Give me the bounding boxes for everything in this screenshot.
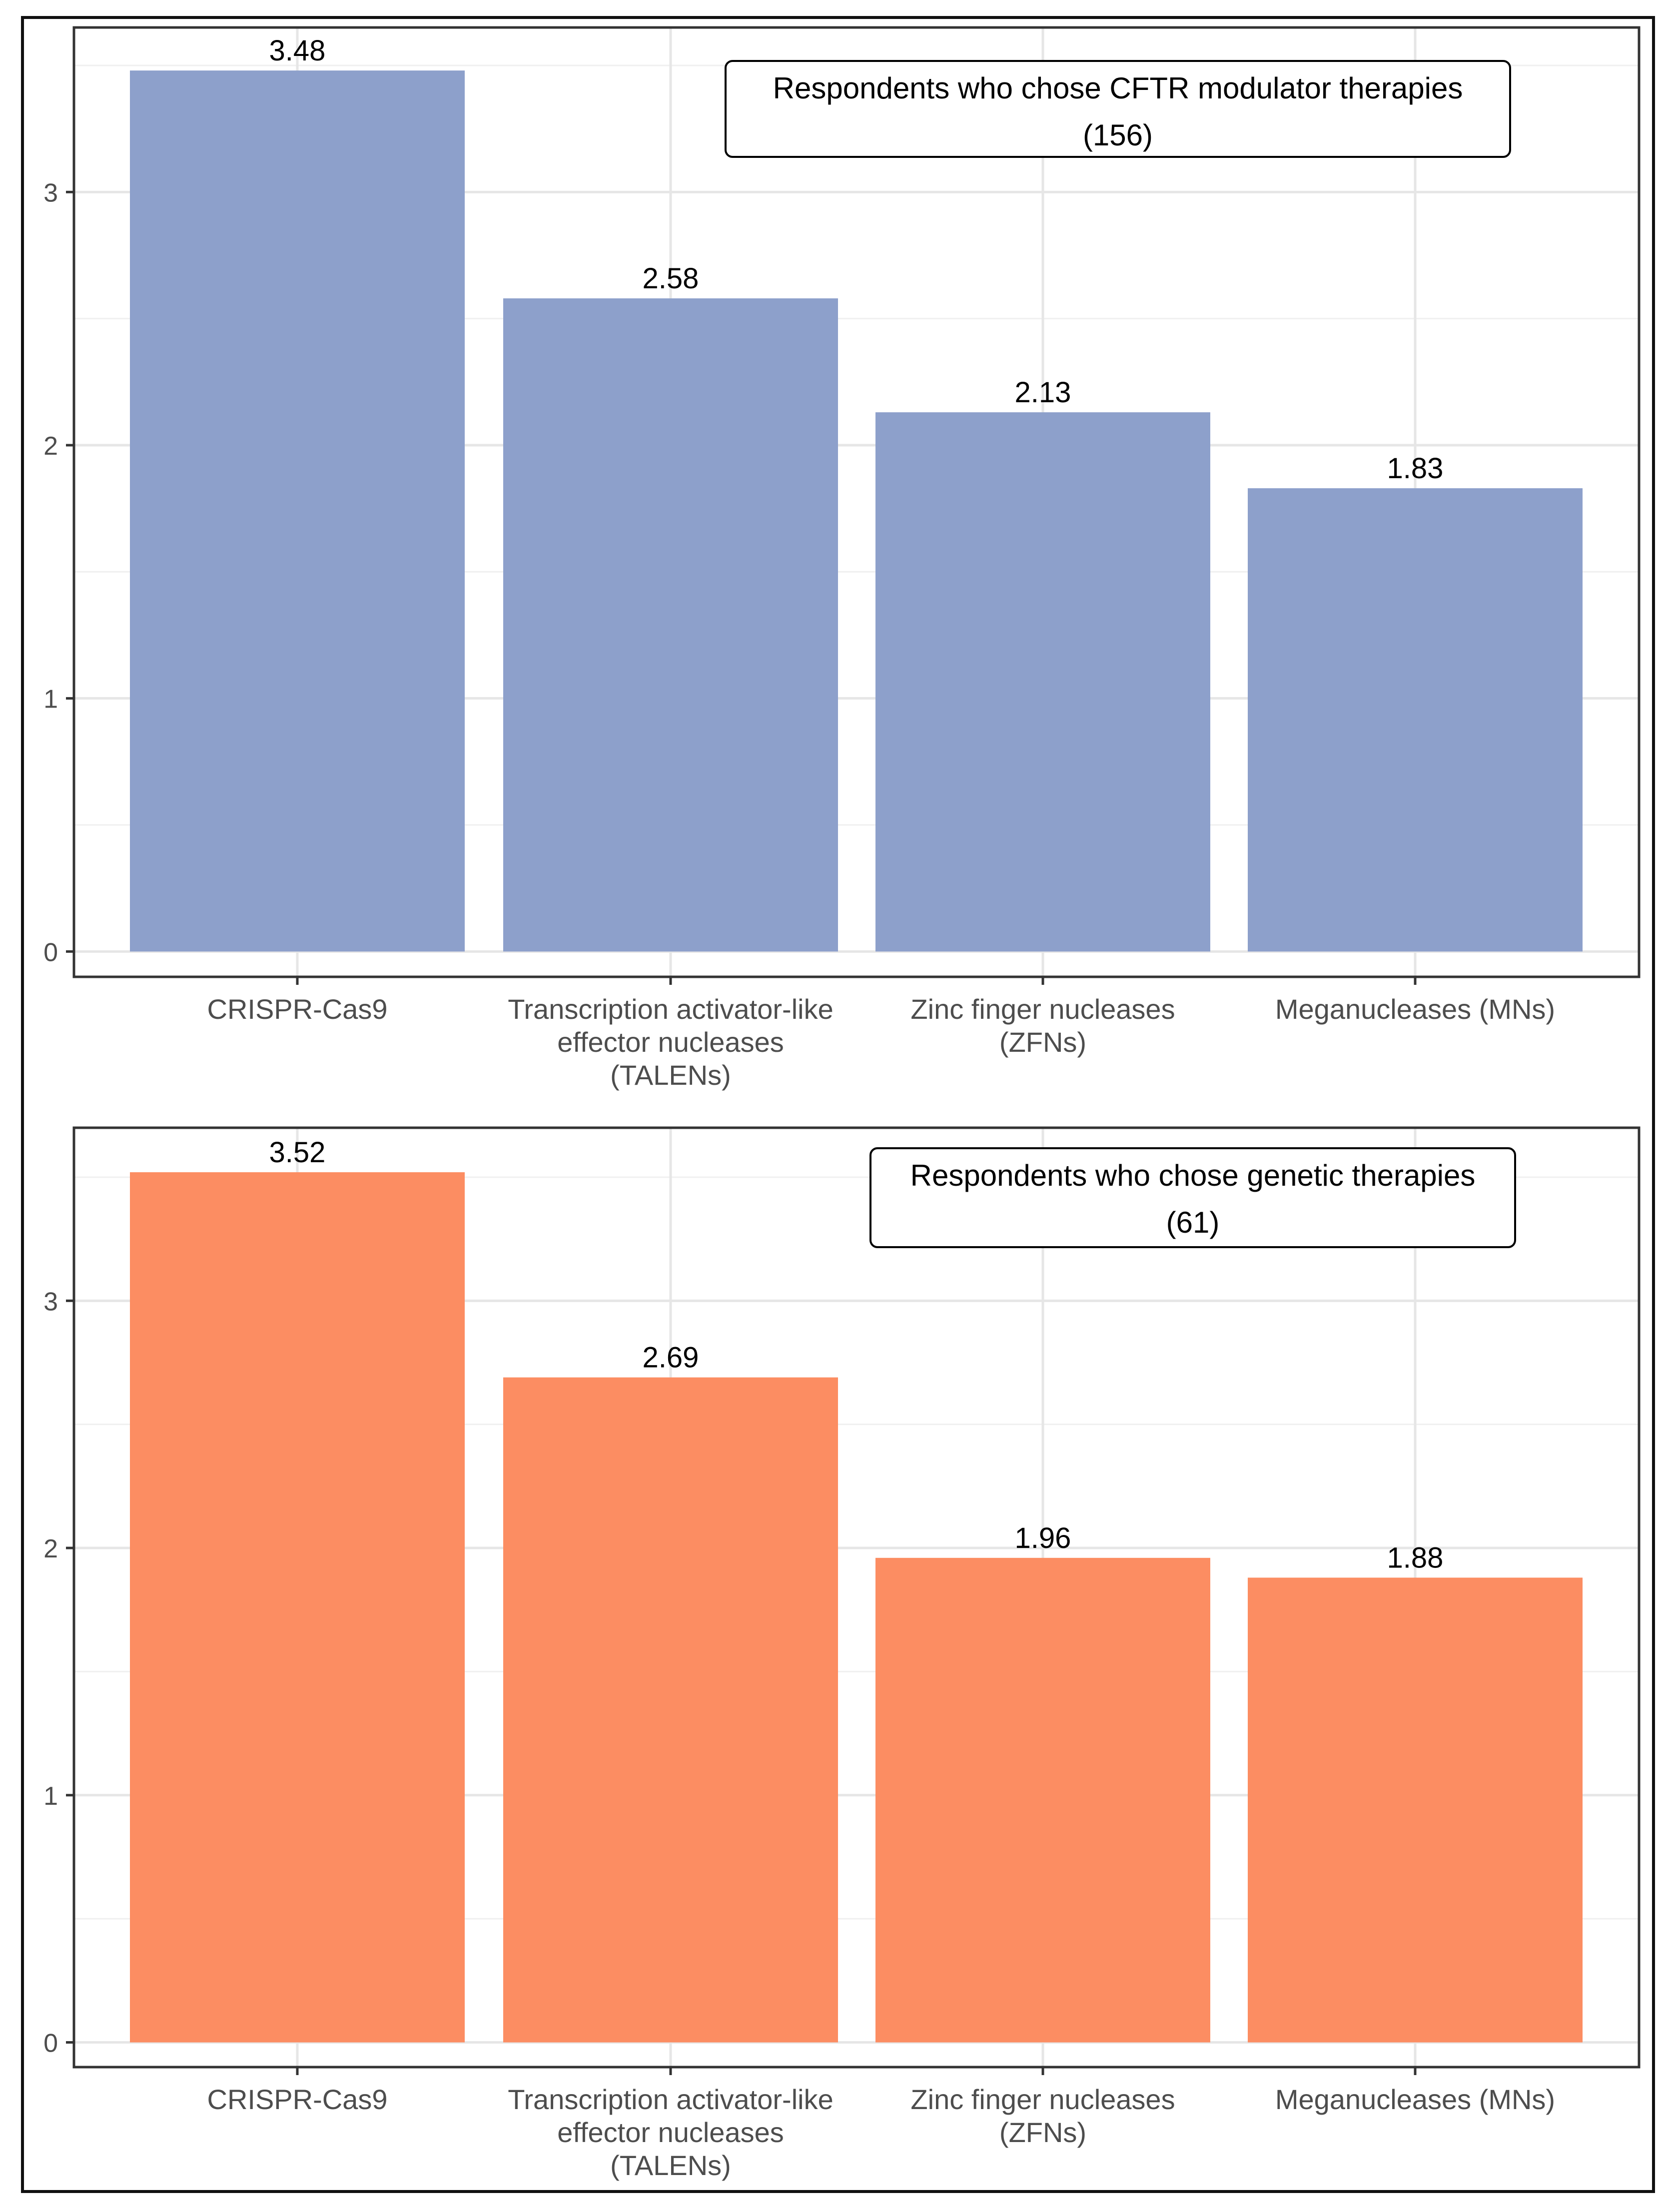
bar: [130, 1172, 465, 2043]
y-tick-label: 1: [43, 1782, 58, 1811]
bar: [875, 1557, 1210, 2043]
bar-value-label: 3.48: [269, 34, 326, 67]
y-tick-label: 2: [43, 432, 58, 461]
y-tick-label: 3: [43, 178, 58, 207]
bar: [503, 1377, 838, 2043]
x-category-label: Transcription activator-like: [508, 993, 833, 1025]
figure-frame: [21, 16, 1655, 2193]
x-category-label: Transcription activator-like: [508, 2084, 833, 2115]
x-category-label: (TALENs): [610, 1059, 731, 1091]
bar: [503, 298, 838, 952]
y-tick-label: 2: [43, 1534, 58, 1563]
annotation-text: (61): [1166, 1206, 1220, 1239]
plot-border: [72, 26, 1641, 978]
annotation-text: Respondents who chose genetic therapies: [910, 1159, 1476, 1192]
bar-value-label: 1.88: [1387, 1541, 1444, 1574]
x-category-label: Zinc finger nucleases: [910, 993, 1175, 1025]
bar-value-label: 1.83: [1387, 452, 1444, 485]
y-tick-label: 0: [43, 938, 58, 967]
bar-value-label: 2.13: [1015, 376, 1071, 409]
bar-value-label: 2.69: [643, 1342, 699, 1374]
x-category-label: (TALENs): [610, 2150, 731, 2181]
annotation-box: [869, 1147, 1516, 1248]
bar: [875, 412, 1210, 952]
chart-panel-cftr: 3.48 2.58 2.13 1.83 0 1 2 3 CRISPR-Cas9 Transcrip…: [43, 26, 1641, 1091]
plot-border: [72, 1126, 1641, 2069]
bar: [1248, 488, 1583, 952]
x-category-label: effector nucleases: [557, 1026, 784, 1058]
annotation-text: (156): [1083, 118, 1153, 152]
x-category-label: effector nucleases: [557, 2117, 784, 2148]
y-tick-label: 1: [43, 685, 58, 714]
bar-value-label: 2.58: [643, 262, 699, 295]
bar: [130, 70, 465, 952]
y-tick-label: 0: [43, 2029, 58, 2058]
x-category-label: (ZFNs): [999, 1026, 1086, 1058]
y-tick-label: 3: [43, 1287, 58, 1316]
x-category-label: CRISPR-Cas9: [207, 2084, 388, 2115]
x-category-label: Zinc finger nucleases: [910, 2084, 1175, 2115]
bar-value-label: 1.96: [1015, 1522, 1071, 1554]
x-category-label: CRISPR-Cas9: [207, 993, 388, 1025]
x-category-label: Meganucleases (MNs): [1275, 2084, 1555, 2115]
annotation-box: [725, 60, 1511, 158]
bar-value-label: 3.52: [269, 1136, 326, 1169]
bar: [1248, 1577, 1583, 2043]
x-category-label: (ZFNs): [999, 2117, 1086, 2148]
annotation-text: Respondents who chose CFTR modulator the…: [773, 71, 1463, 105]
chart-panel-genetic: 3.52 2.69 1.96 1.88 0 1 2 3 CRISPR-Cas9 Transcrip…: [43, 1126, 1641, 2181]
x-category-label: Meganucleases (MNs): [1275, 993, 1555, 1025]
